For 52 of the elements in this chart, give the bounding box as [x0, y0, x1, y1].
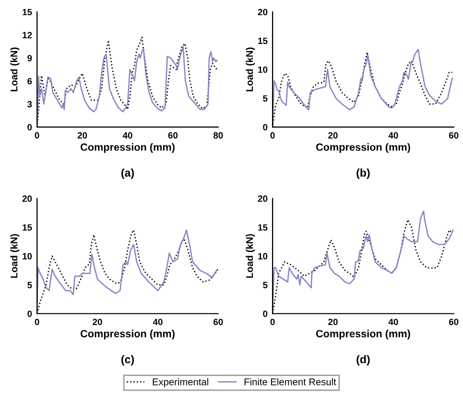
y-axis-title: Load (kN)	[246, 234, 255, 278]
x-tick-label: 20	[328, 318, 338, 326]
x-axis-title: Compression (mm)	[316, 143, 410, 153]
y-tick-label: 15	[22, 224, 32, 231]
y-tick-label: 20	[258, 195, 268, 202]
x-axis-title: Compression (mm)	[80, 330, 175, 340]
legend-label: Finite Element Result	[244, 378, 336, 386]
x-tick-label: 20	[328, 132, 338, 139]
x-tick-label: 60	[168, 132, 178, 139]
x-axis-title: Compression (mm)	[316, 330, 410, 340]
x-tick-label: 0	[34, 132, 40, 139]
y-axis-title: Load (kN)	[246, 48, 255, 92]
x-tick-label: 0	[270, 318, 275, 326]
text: (a)	[121, 168, 134, 179]
x-tick-label: 20	[78, 132, 87, 139]
legend-label: Experimental	[152, 378, 208, 388]
x-tick-label: 60	[214, 318, 223, 326]
x-tick-label: 40	[388, 318, 398, 326]
y-tick-label: 0	[28, 124, 32, 130]
x-tick-label: 0	[270, 132, 275, 139]
y-tick-label: 9	[27, 54, 32, 62]
y-tick-label: 10	[22, 253, 32, 260]
x-tick-label: 20	[92, 318, 102, 326]
y-tick-label: 6	[27, 78, 32, 84]
y-axis-title: Load (kN)	[10, 48, 20, 92]
y-tick-label: 10	[258, 66, 268, 73]
y-tick-label: 0	[28, 310, 32, 317]
x-tick-label: 60	[449, 318, 458, 326]
text: (c)	[121, 355, 134, 366]
x-tick-label: 80	[213, 132, 223, 139]
text: (d)	[356, 355, 370, 366]
y-tick-label: 0	[263, 124, 268, 130]
x-tick-label: 40	[122, 132, 132, 139]
y-tick-label: 3	[27, 101, 32, 108]
x-tick-label: 40	[388, 132, 398, 139]
x-axis-title: Compression (mm)	[80, 143, 175, 153]
y-tick-label: 0	[263, 310, 268, 317]
x-tick-label: 40	[152, 318, 162, 326]
x-tick-label: 0	[34, 318, 40, 326]
y-tick-label: 15	[258, 224, 268, 231]
y-tick-label: 15	[258, 38, 268, 44]
y-tick-label: 5	[262, 282, 268, 288]
x-tick-label: 60	[449, 132, 458, 139]
y-tick-label: 15	[22, 8, 32, 16]
y-tick-label: 20	[22, 195, 32, 202]
y-tick-label: 20	[258, 8, 268, 16]
y-tick-label: 12	[22, 32, 32, 38]
y-tick-label: 10	[258, 253, 268, 260]
y-tick-label: 5	[27, 282, 32, 288]
y-axis-title: Load (kN)	[10, 234, 20, 278]
y-tick-label: 5	[262, 95, 268, 102]
text: (b)	[356, 168, 370, 179]
